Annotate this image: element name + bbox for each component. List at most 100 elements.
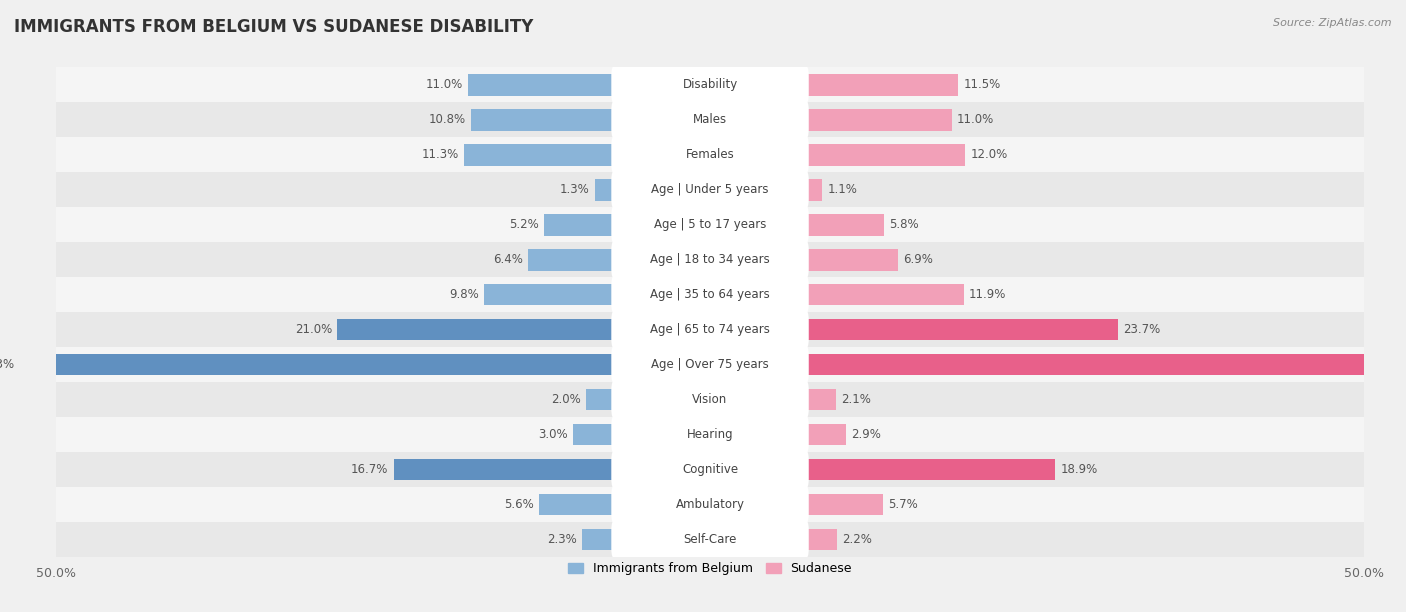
- FancyBboxPatch shape: [612, 310, 808, 349]
- Text: 21.0%: 21.0%: [295, 323, 332, 336]
- Text: Hearing: Hearing: [686, 428, 734, 441]
- Bar: [538, 494, 612, 515]
- Text: 23.7%: 23.7%: [1123, 323, 1160, 336]
- Text: Females: Females: [686, 148, 734, 161]
- Bar: [56, 67, 1364, 102]
- FancyBboxPatch shape: [612, 65, 808, 105]
- Text: 12.0%: 12.0%: [970, 148, 1008, 161]
- Bar: [808, 144, 965, 166]
- Bar: [56, 522, 1364, 557]
- Bar: [56, 137, 1364, 172]
- Bar: [56, 102, 1364, 137]
- Legend: Immigrants from Belgium, Sudanese: Immigrants from Belgium, Sudanese: [562, 557, 858, 580]
- Text: 11.0%: 11.0%: [426, 78, 463, 91]
- Text: Self-Care: Self-Care: [683, 533, 737, 546]
- FancyBboxPatch shape: [612, 135, 808, 174]
- Text: Source: ZipAtlas.com: Source: ZipAtlas.com: [1274, 18, 1392, 28]
- FancyBboxPatch shape: [612, 415, 808, 454]
- Bar: [808, 529, 837, 550]
- Bar: [582, 529, 612, 550]
- Text: 11.0%: 11.0%: [957, 113, 994, 126]
- Bar: [808, 319, 1118, 340]
- Text: Ambulatory: Ambulatory: [675, 498, 745, 511]
- Text: 11.9%: 11.9%: [969, 288, 1007, 301]
- Bar: [56, 487, 1364, 522]
- Text: 45.3%: 45.3%: [0, 358, 14, 371]
- Bar: [529, 249, 612, 271]
- Text: Males: Males: [693, 113, 727, 126]
- Bar: [56, 207, 1364, 242]
- FancyBboxPatch shape: [612, 380, 808, 419]
- FancyBboxPatch shape: [612, 100, 808, 140]
- Bar: [595, 179, 612, 201]
- Text: 2.1%: 2.1%: [841, 393, 870, 406]
- Bar: [56, 242, 1364, 277]
- Bar: [56, 172, 1364, 207]
- Text: 10.8%: 10.8%: [429, 113, 465, 126]
- Bar: [808, 179, 823, 201]
- Bar: [572, 424, 612, 446]
- Bar: [484, 284, 612, 305]
- FancyBboxPatch shape: [612, 170, 808, 209]
- Bar: [56, 277, 1364, 312]
- Bar: [56, 312, 1364, 347]
- Bar: [544, 214, 612, 236]
- Text: 2.9%: 2.9%: [851, 428, 882, 441]
- Bar: [56, 417, 1364, 452]
- Text: Age | 35 to 64 years: Age | 35 to 64 years: [650, 288, 770, 301]
- Bar: [808, 284, 963, 305]
- FancyBboxPatch shape: [612, 205, 808, 244]
- FancyBboxPatch shape: [612, 485, 808, 524]
- Bar: [808, 424, 846, 446]
- Text: 5.6%: 5.6%: [503, 498, 533, 511]
- FancyBboxPatch shape: [612, 450, 808, 489]
- Bar: [808, 494, 883, 515]
- Text: Disability: Disability: [682, 78, 738, 91]
- Bar: [808, 249, 898, 271]
- Bar: [464, 144, 612, 166]
- Text: IMMIGRANTS FROM BELGIUM VS SUDANESE DISABILITY: IMMIGRANTS FROM BELGIUM VS SUDANESE DISA…: [14, 18, 533, 36]
- FancyBboxPatch shape: [612, 520, 808, 559]
- Bar: [471, 109, 612, 130]
- Bar: [808, 214, 884, 236]
- Bar: [808, 354, 1406, 375]
- Text: 2.2%: 2.2%: [842, 533, 872, 546]
- Text: 18.9%: 18.9%: [1060, 463, 1098, 476]
- Bar: [337, 319, 612, 340]
- Text: 2.0%: 2.0%: [551, 393, 581, 406]
- Text: Age | Over 75 years: Age | Over 75 years: [651, 358, 769, 371]
- Text: 11.5%: 11.5%: [963, 78, 1001, 91]
- Text: Age | 18 to 34 years: Age | 18 to 34 years: [650, 253, 770, 266]
- FancyBboxPatch shape: [612, 275, 808, 315]
- Bar: [468, 74, 612, 95]
- Bar: [586, 389, 612, 411]
- Text: 6.4%: 6.4%: [494, 253, 523, 266]
- Text: 3.0%: 3.0%: [538, 428, 568, 441]
- Bar: [20, 354, 612, 375]
- Text: 1.1%: 1.1%: [828, 183, 858, 196]
- Bar: [808, 109, 952, 130]
- Bar: [56, 452, 1364, 487]
- Text: Age | 5 to 17 years: Age | 5 to 17 years: [654, 218, 766, 231]
- FancyBboxPatch shape: [612, 345, 808, 384]
- Text: 9.8%: 9.8%: [449, 288, 478, 301]
- Bar: [808, 458, 1056, 480]
- Bar: [56, 382, 1364, 417]
- Text: 5.7%: 5.7%: [887, 498, 918, 511]
- Text: Cognitive: Cognitive: [682, 463, 738, 476]
- Bar: [394, 458, 612, 480]
- Text: Age | Under 5 years: Age | Under 5 years: [651, 183, 769, 196]
- Bar: [56, 347, 1364, 382]
- Text: 16.7%: 16.7%: [352, 463, 388, 476]
- Text: 5.2%: 5.2%: [509, 218, 538, 231]
- Text: Vision: Vision: [692, 393, 728, 406]
- Text: 5.8%: 5.8%: [889, 218, 918, 231]
- Text: 2.3%: 2.3%: [547, 533, 576, 546]
- Bar: [808, 389, 835, 411]
- Text: 6.9%: 6.9%: [904, 253, 934, 266]
- Text: 1.3%: 1.3%: [560, 183, 589, 196]
- Bar: [808, 74, 959, 95]
- Text: Age | 65 to 74 years: Age | 65 to 74 years: [650, 323, 770, 336]
- Text: 11.3%: 11.3%: [422, 148, 458, 161]
- FancyBboxPatch shape: [612, 240, 808, 279]
